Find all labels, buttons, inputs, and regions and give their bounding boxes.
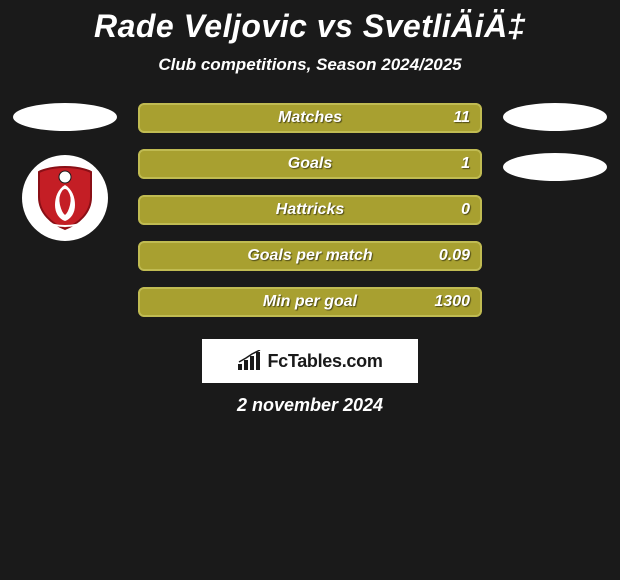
stat-label: Matches: [278, 109, 342, 127]
stat-label: Hattricks: [276, 201, 344, 219]
comparison-row: Matches 11 Goals 1 Hattricks 0 Goals per…: [0, 103, 620, 317]
stat-value: 0: [461, 201, 470, 219]
stat-bar: Goals per match 0.09: [138, 241, 482, 271]
left-avatar-placeholder: [13, 103, 117, 131]
stats-bars: Matches 11 Goals 1 Hattricks 0 Goals per…: [138, 103, 482, 317]
shield-icon: [28, 161, 102, 235]
right-avatar-placeholder: [503, 103, 607, 131]
stat-bar: Goals 1: [138, 149, 482, 179]
stat-value: 1: [461, 155, 470, 173]
stat-label: Goals: [288, 155, 332, 173]
page-title: Rade Veljovic vs SvetliÄiÄ‡: [0, 8, 620, 45]
left-player-col: [10, 103, 120, 241]
stat-label: Goals per match: [247, 247, 372, 265]
stat-bar: Min per goal 1300: [138, 287, 482, 317]
right-player-col: [500, 103, 610, 181]
snapshot-date: 2 november 2024: [0, 395, 620, 416]
right-avatar-placeholder-2: [503, 153, 607, 181]
comparison-card: Rade Veljovic vs SvetliÄiÄ‡ Club competi…: [0, 0, 620, 416]
bars-icon: [237, 350, 263, 372]
left-club-crest: [22, 155, 108, 241]
stat-bar: Matches 11: [138, 103, 482, 133]
page-subtitle: Club competitions, Season 2024/2025: [0, 55, 620, 75]
stat-value: 11: [453, 109, 470, 127]
stat-value: 0.09: [439, 247, 470, 265]
brand-name: FcTables.com: [267, 351, 382, 372]
brand-box: FcTables.com: [202, 339, 418, 383]
stat-label: Min per goal: [263, 293, 357, 311]
stat-value: 1300: [434, 293, 470, 311]
stat-bar: Hattricks 0: [138, 195, 482, 225]
